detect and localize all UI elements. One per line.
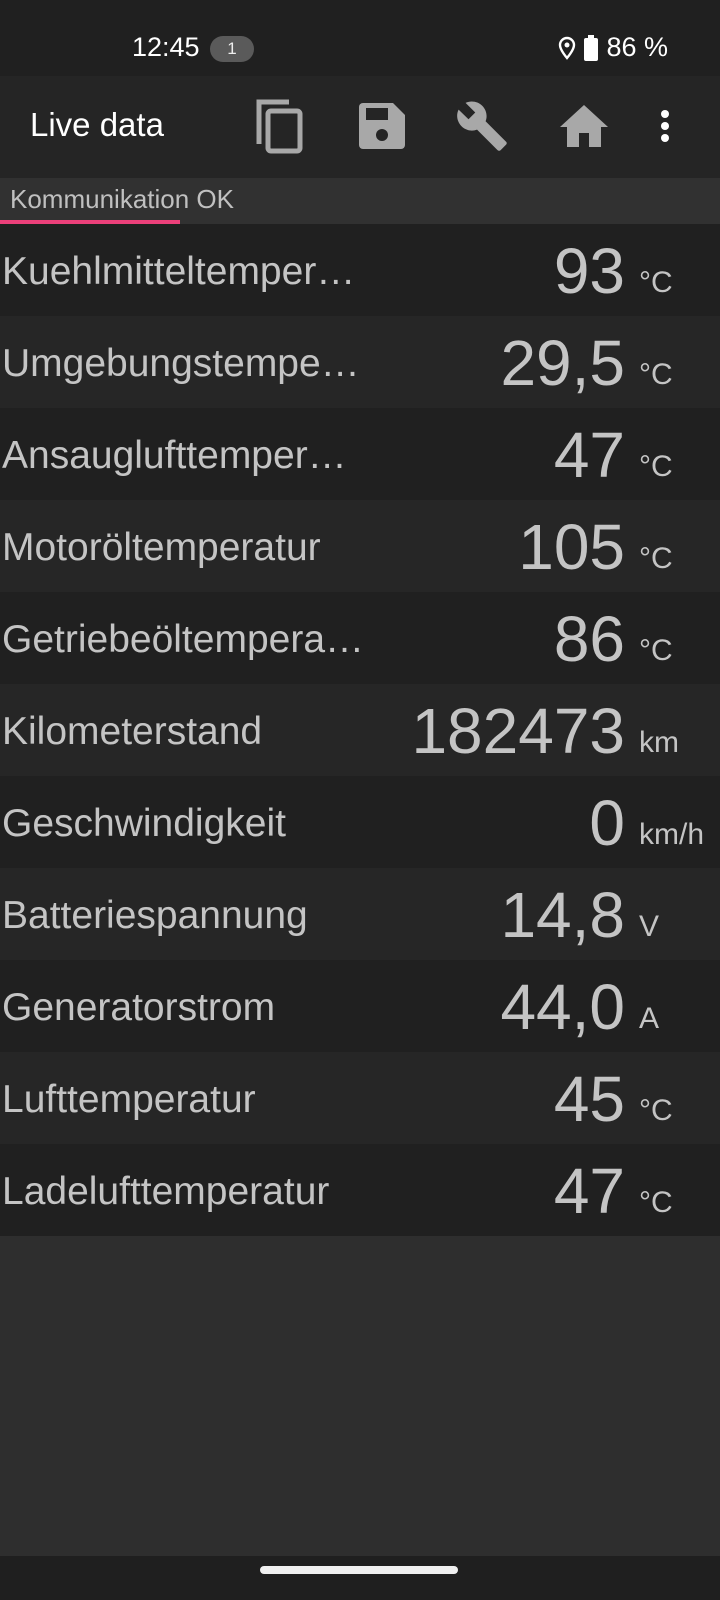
row-value: 14,8 bbox=[500, 879, 625, 951]
more-vert-icon bbox=[661, 110, 669, 142]
data-row[interactable]: Kuehlmitteltemper… 93 °C bbox=[0, 224, 720, 316]
save-button[interactable] bbox=[354, 98, 410, 154]
copy-button[interactable] bbox=[252, 98, 308, 154]
location-icon bbox=[559, 36, 576, 60]
row-value: 105 bbox=[518, 511, 625, 583]
battery-percent: 86 % bbox=[606, 32, 668, 62]
wrench-icon bbox=[457, 101, 507, 151]
live-data-list: Kuehlmitteltemper… 93 °C Umgebungstempe… 29,… bbox=[0, 224, 720, 1236]
tab-communication-status[interactable]: Kommunikation OK bbox=[10, 184, 234, 214]
row-unit: km/h bbox=[639, 818, 705, 851]
row-label: Ansauglufttemper… bbox=[2, 434, 347, 477]
row-value: 86 bbox=[553, 603, 625, 675]
row-unit: °C bbox=[639, 634, 673, 667]
home-gesture-handle[interactable] bbox=[260, 1566, 458, 1574]
app-bar: Live data bbox=[0, 76, 720, 178]
tab-bar: Kommunikation OK bbox=[0, 178, 720, 224]
home-icon bbox=[560, 105, 608, 147]
row-unit: °C bbox=[639, 266, 673, 299]
data-row[interactable]: Umgebungstempe… 29,5 °C bbox=[0, 316, 720, 408]
row-value: 47 bbox=[553, 1155, 625, 1227]
battery-icon bbox=[584, 34, 599, 61]
data-row[interactable]: Geschwindigkeit 0 km/h bbox=[0, 776, 720, 868]
row-unit: °C bbox=[639, 542, 673, 575]
row-unit: °C bbox=[639, 450, 673, 483]
row-value: 29,5 bbox=[500, 327, 625, 399]
copy-icon bbox=[256, 99, 303, 154]
row-label: Batteriespannung bbox=[2, 894, 308, 937]
tools-button[interactable] bbox=[454, 98, 510, 154]
data-row[interactable]: Ansauglufttemper… 47 °C bbox=[0, 408, 720, 500]
data-row[interactable]: Batteriespannung 14,8 V bbox=[0, 868, 720, 960]
row-label: Motoröltemperatur bbox=[2, 526, 321, 569]
data-row[interactable]: Motoröltemperatur 105 °C bbox=[0, 500, 720, 592]
row-unit: V bbox=[639, 910, 660, 943]
data-row[interactable]: Getriebeöltempera… 86 °C bbox=[0, 592, 720, 684]
row-unit: °C bbox=[639, 358, 673, 391]
clock: 12:45 bbox=[132, 32, 200, 62]
page-title: Live data bbox=[30, 106, 164, 143]
row-label: Ladelufttemperatur bbox=[2, 1170, 330, 1213]
data-row[interactable]: Lufttemperatur 45 °C bbox=[0, 1052, 720, 1144]
tab-indicator bbox=[0, 220, 180, 224]
notification-badge: 1 bbox=[210, 36, 254, 62]
more-options-button[interactable] bbox=[640, 98, 690, 154]
save-icon bbox=[359, 103, 405, 149]
row-value: 93 bbox=[553, 235, 625, 307]
status-bar: 12:45 1 86 % bbox=[0, 0, 720, 76]
row-value: 45 bbox=[553, 1063, 625, 1135]
navigation-bar bbox=[0, 1556, 720, 1600]
row-label: Getriebeöltempera… bbox=[2, 618, 365, 661]
row-label: Kilometerstand bbox=[2, 710, 263, 753]
row-unit: A bbox=[639, 1002, 660, 1035]
data-row[interactable]: Ladelufttemperatur 47 °C bbox=[0, 1144, 720, 1236]
row-label: Generatorstrom bbox=[2, 986, 276, 1029]
row-label: Geschwindigkeit bbox=[2, 802, 286, 845]
home-button[interactable] bbox=[556, 98, 612, 154]
row-label: Kuehlmitteltemper… bbox=[2, 250, 356, 293]
row-label: Lufttemperatur bbox=[2, 1078, 256, 1121]
data-row[interactable]: Kilometerstand 182473 km bbox=[0, 684, 720, 776]
row-unit: km bbox=[639, 726, 679, 759]
row-value: 44,0 bbox=[500, 971, 625, 1043]
row-label: Umgebungstempe… bbox=[2, 342, 360, 385]
data-row[interactable]: Generatorstrom 44,0 A bbox=[0, 960, 720, 1052]
row-unit: °C bbox=[639, 1186, 673, 1219]
row-unit: °C bbox=[639, 1094, 673, 1127]
row-value: 182473 bbox=[411, 695, 625, 767]
row-value: 47 bbox=[553, 419, 625, 491]
row-value: 0 bbox=[589, 787, 625, 859]
